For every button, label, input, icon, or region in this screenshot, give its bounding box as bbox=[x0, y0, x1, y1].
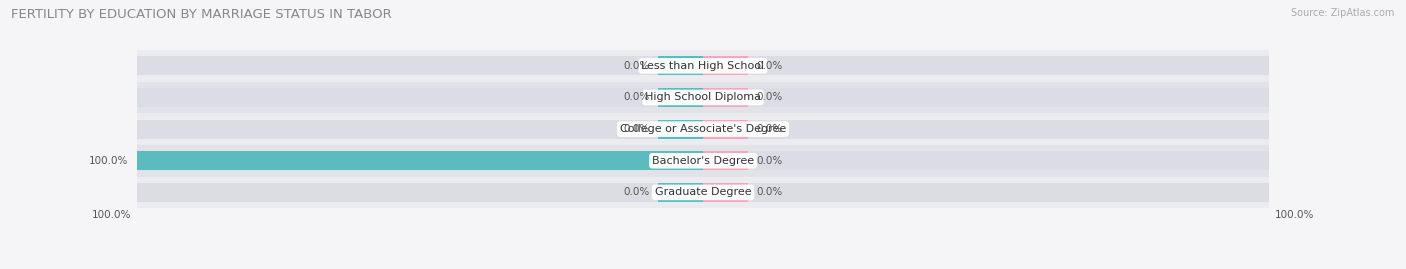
Text: 0.0%: 0.0% bbox=[623, 61, 650, 71]
Bar bbox=[703, 56, 748, 75]
Text: 0.0%: 0.0% bbox=[623, 93, 650, 102]
Bar bbox=[136, 113, 1270, 145]
Text: 0.0%: 0.0% bbox=[623, 187, 650, 197]
Text: 0.0%: 0.0% bbox=[756, 156, 783, 166]
Text: 100.0%: 100.0% bbox=[89, 156, 128, 166]
Bar bbox=[136, 50, 1270, 82]
Text: 0.0%: 0.0% bbox=[756, 61, 783, 71]
Bar bbox=[658, 183, 703, 202]
Legend: Married, Unmarried: Married, Unmarried bbox=[624, 266, 782, 269]
Bar bbox=[703, 183, 748, 202]
Text: FERTILITY BY EDUCATION BY MARRIAGE STATUS IN TABOR: FERTILITY BY EDUCATION BY MARRIAGE STATU… bbox=[11, 8, 392, 21]
Bar bbox=[658, 120, 703, 139]
Bar bbox=[703, 88, 748, 107]
Bar bbox=[136, 176, 1270, 208]
Text: Graduate Degree: Graduate Degree bbox=[655, 187, 751, 197]
Text: College or Associate's Degree: College or Associate's Degree bbox=[620, 124, 786, 134]
Bar bbox=[703, 120, 748, 139]
Bar bbox=[658, 88, 703, 107]
Text: High School Diploma: High School Diploma bbox=[645, 93, 761, 102]
Bar bbox=[136, 151, 1270, 170]
Text: Bachelor's Degree: Bachelor's Degree bbox=[652, 156, 754, 166]
Bar bbox=[703, 151, 748, 170]
Bar bbox=[136, 145, 1270, 176]
Text: 100.0%: 100.0% bbox=[1275, 210, 1315, 220]
Text: Less than High School: Less than High School bbox=[641, 61, 765, 71]
Text: 0.0%: 0.0% bbox=[756, 124, 783, 134]
Bar bbox=[136, 151, 703, 170]
Bar bbox=[136, 183, 1270, 202]
Text: 0.0%: 0.0% bbox=[756, 187, 783, 197]
Text: 0.0%: 0.0% bbox=[756, 93, 783, 102]
Bar bbox=[136, 56, 1270, 75]
Bar bbox=[136, 88, 1270, 107]
Bar bbox=[658, 56, 703, 75]
Bar bbox=[136, 120, 1270, 139]
Text: 100.0%: 100.0% bbox=[91, 210, 131, 220]
Text: Source: ZipAtlas.com: Source: ZipAtlas.com bbox=[1291, 8, 1395, 18]
Text: 0.0%: 0.0% bbox=[623, 124, 650, 134]
Bar bbox=[136, 82, 1270, 113]
